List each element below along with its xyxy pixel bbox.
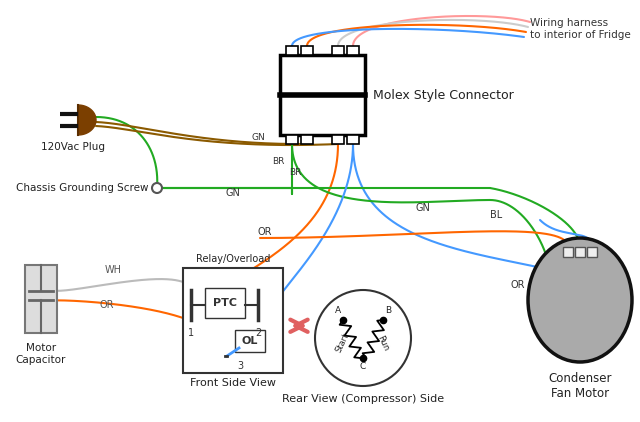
Text: BR: BR bbox=[289, 168, 301, 177]
FancyBboxPatch shape bbox=[563, 247, 573, 257]
Polygon shape bbox=[78, 105, 96, 135]
Text: PTC: PTC bbox=[213, 298, 237, 308]
FancyBboxPatch shape bbox=[286, 46, 298, 55]
Text: WH: WH bbox=[105, 265, 122, 275]
Text: OR: OR bbox=[258, 227, 273, 237]
Text: Chassis Grounding Screw: Chassis Grounding Screw bbox=[15, 183, 148, 193]
Text: GN: GN bbox=[225, 188, 240, 198]
FancyBboxPatch shape bbox=[575, 247, 585, 257]
FancyBboxPatch shape bbox=[587, 247, 597, 257]
Text: 3: 3 bbox=[237, 361, 243, 371]
Text: Rear View (Compressor) Side: Rear View (Compressor) Side bbox=[282, 394, 444, 404]
FancyBboxPatch shape bbox=[347, 135, 359, 144]
Text: 120Vac Plug: 120Vac Plug bbox=[41, 142, 105, 152]
FancyBboxPatch shape bbox=[332, 46, 344, 55]
Text: A: A bbox=[335, 306, 341, 315]
FancyBboxPatch shape bbox=[301, 135, 313, 144]
Text: 1: 1 bbox=[188, 328, 194, 338]
Text: BL: BL bbox=[490, 210, 502, 220]
FancyBboxPatch shape bbox=[280, 55, 365, 135]
Text: Condenser
Fan Motor: Condenser Fan Motor bbox=[548, 372, 612, 400]
FancyBboxPatch shape bbox=[347, 46, 359, 55]
Text: Run: Run bbox=[376, 334, 390, 352]
Text: Motor
Capacitor: Motor Capacitor bbox=[16, 343, 66, 365]
FancyBboxPatch shape bbox=[301, 46, 313, 55]
Ellipse shape bbox=[528, 238, 632, 362]
FancyBboxPatch shape bbox=[332, 135, 344, 144]
Text: OL: OL bbox=[242, 336, 258, 346]
Text: B: B bbox=[385, 306, 391, 315]
Text: OR: OR bbox=[100, 300, 115, 310]
FancyBboxPatch shape bbox=[25, 265, 57, 333]
Text: OR: OR bbox=[511, 280, 525, 290]
Text: Relay/Overload: Relay/Overload bbox=[196, 254, 270, 264]
FancyBboxPatch shape bbox=[286, 135, 298, 144]
Text: GN: GN bbox=[415, 203, 430, 213]
FancyBboxPatch shape bbox=[183, 268, 283, 373]
Text: Start: Start bbox=[335, 332, 351, 354]
Text: BR: BR bbox=[272, 157, 284, 166]
Circle shape bbox=[315, 290, 411, 386]
Text: 2: 2 bbox=[255, 328, 261, 338]
FancyBboxPatch shape bbox=[235, 330, 265, 352]
Text: GN: GN bbox=[251, 133, 265, 141]
Text: Molex Style Connector: Molex Style Connector bbox=[373, 89, 514, 102]
Text: Wiring harness
to interior of Fridge: Wiring harness to interior of Fridge bbox=[530, 18, 631, 40]
FancyBboxPatch shape bbox=[205, 288, 245, 318]
Circle shape bbox=[152, 183, 162, 193]
Text: C: C bbox=[360, 362, 366, 371]
Text: Front Side View: Front Side View bbox=[190, 378, 276, 388]
